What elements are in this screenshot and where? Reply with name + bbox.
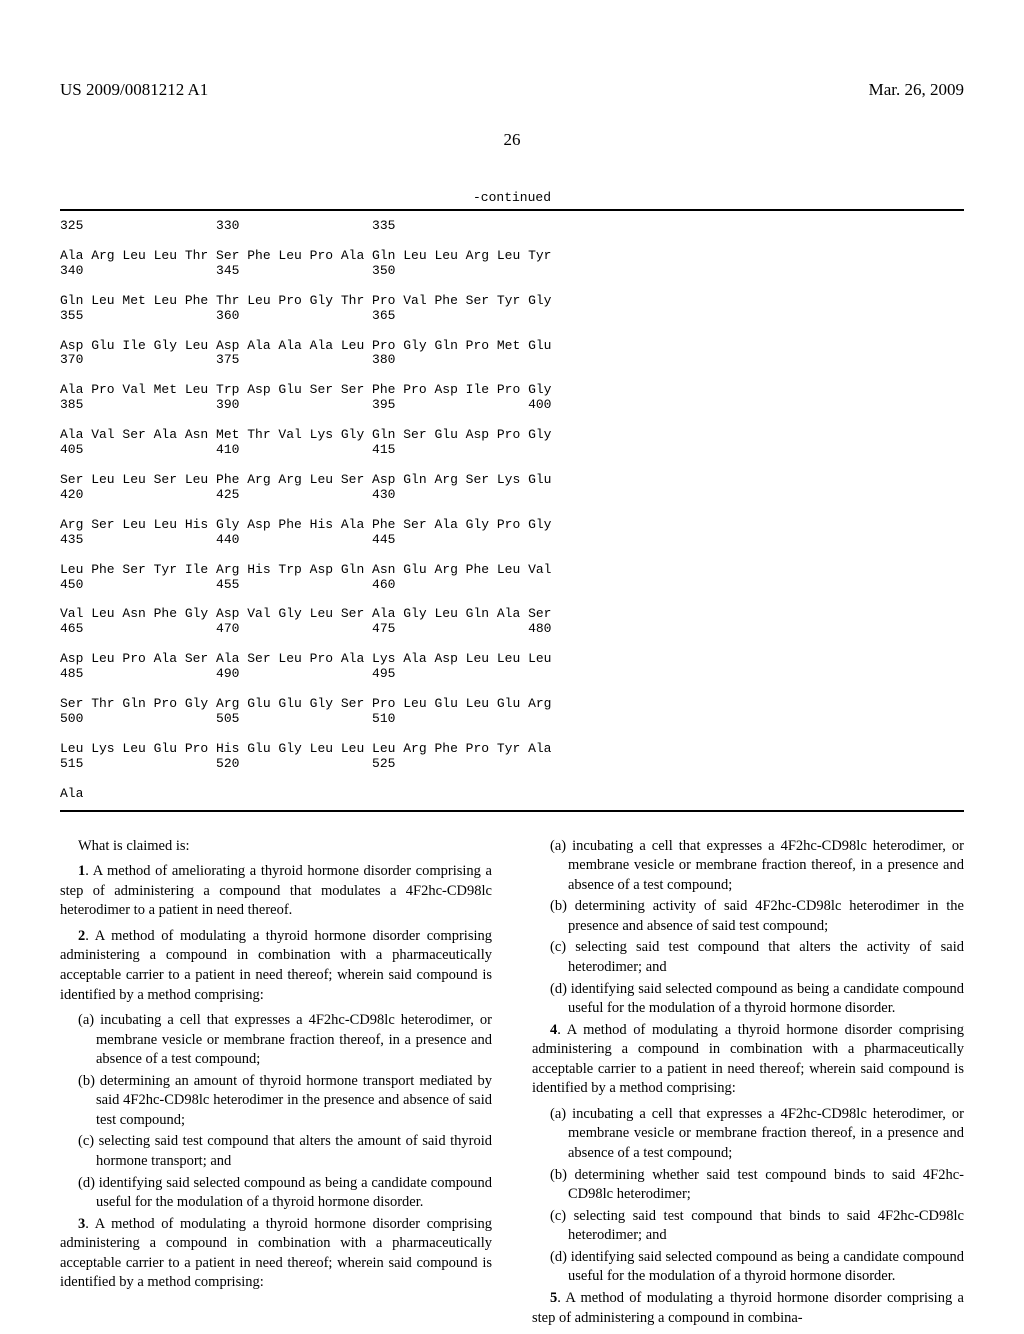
sequence-line: Ala Val Ser Ala Asn Met Thr Val Lys Gly … [60, 428, 964, 443]
claim-3-b: (b) determining activity of said 4F2hc-C… [532, 897, 964, 936]
claim-3-intro: 3. A method of modulating a thyroid horm… [60, 1215, 492, 1293]
sequence-line [60, 727, 964, 742]
sequence-line: Ala Arg Leu Leu Thr Ser Phe Leu Pro Ala … [60, 249, 964, 264]
sequence-line: 485 490 495 [60, 667, 964, 682]
sequence-line: Ser Thr Gln Pro Gly Arg Glu Glu Gly Ser … [60, 697, 964, 712]
claim-3-a: (a) incubating a cell that expresses a 4… [532, 837, 964, 896]
claim-2-b: (b) determining an amount of thyroid hor… [60, 1072, 492, 1131]
sequence-listing: 325 330 335 Ala Arg Leu Leu Thr Ser Phe … [60, 209, 964, 812]
claim-2-a: (a) incubating a cell that expresses a 4… [60, 1011, 492, 1070]
sequence-line: Asp Glu Ile Gly Leu Asp Ala Ala Ala Leu … [60, 339, 964, 354]
sequence-line [60, 234, 964, 249]
sequence-line: Gln Leu Met Leu Phe Thr Leu Pro Gly Thr … [60, 294, 964, 309]
sequence-line: Ala [60, 787, 964, 802]
publication-number: US 2009/0081212 A1 [60, 80, 208, 100]
sequence-line: 340 345 350 [60, 264, 964, 279]
sequence-line [60, 592, 964, 607]
page-header: US 2009/0081212 A1 Mar. 26, 2009 [60, 80, 964, 100]
sequence-line [60, 637, 964, 652]
sequence-line: Ala Pro Val Met Leu Trp Asp Glu Ser Ser … [60, 383, 964, 398]
claim-2-d: (d) identifying said selected compound a… [60, 1174, 492, 1213]
sequence-line: 515 520 525 [60, 757, 964, 772]
claim-4-d: (d) identifying said selected compound a… [532, 1248, 964, 1287]
claims-intro: What is claimed is: [60, 837, 492, 857]
sequence-line: 370 375 380 [60, 353, 964, 368]
claim-5-intro: 5. A method of modulating a thyroid horm… [532, 1289, 964, 1328]
claims-left-column: What is claimed is: 1. A method of ameli… [60, 837, 492, 1334]
sequence-line: 355 360 365 [60, 309, 964, 324]
sequence-line [60, 458, 964, 473]
sequence-line [60, 413, 964, 428]
sequence-line: Leu Lys Leu Glu Pro His Glu Gly Leu Leu … [60, 742, 964, 757]
claim-3-d: (d) identifying said selected compound a… [532, 980, 964, 1019]
sequence-line [60, 548, 964, 563]
claim-4-c: (c) selecting said test compound that bi… [532, 1207, 964, 1246]
claims-container: What is claimed is: 1. A method of ameli… [60, 837, 964, 1334]
sequence-line: Arg Ser Leu Leu His Gly Asp Phe His Ala … [60, 518, 964, 533]
claim-2-c: (c) selecting said test compound that al… [60, 1132, 492, 1171]
sequence-line [60, 368, 964, 383]
sequence-line: Leu Phe Ser Tyr Ile Arg His Trp Asp Gln … [60, 563, 964, 578]
claim-1: 1. A method of ameliorating a thyroid ho… [60, 862, 492, 921]
continued-label: -continued [60, 190, 964, 205]
sequence-line: 435 440 445 [60, 533, 964, 548]
claims-right-column: (a) incubating a cell that expresses a 4… [532, 837, 964, 1334]
claim-4-b: (b) determining whether said test compou… [532, 1166, 964, 1205]
sequence-line: Ser Leu Leu Ser Leu Phe Arg Arg Leu Ser … [60, 473, 964, 488]
sequence-line: 450 455 460 [60, 578, 964, 593]
sequence-line: 420 425 430 [60, 488, 964, 503]
claim-2-intro: 2. A method of modulating a thyroid horm… [60, 927, 492, 1005]
sequence-line [60, 324, 964, 339]
sequence-line: 325 330 335 [60, 219, 964, 234]
sequence-line: Val Leu Asn Phe Gly Asp Val Gly Leu Ser … [60, 607, 964, 622]
claim-4-intro: 4. A method of modulating a thyroid horm… [532, 1021, 964, 1099]
sequence-line [60, 503, 964, 518]
sequence-line [60, 772, 964, 787]
sequence-line: 500 505 510 [60, 712, 964, 727]
sequence-line [60, 682, 964, 697]
claim-4-a: (a) incubating a cell that expresses a 4… [532, 1105, 964, 1164]
sequence-line: 465 470 475 480 [60, 622, 964, 637]
sequence-line: 405 410 415 [60, 443, 964, 458]
sequence-line: 385 390 395 400 [60, 398, 964, 413]
page-number: 26 [60, 130, 964, 150]
claim-3-c: (c) selecting said test compound that al… [532, 938, 964, 977]
sequence-line [60, 279, 964, 294]
publication-date: Mar. 26, 2009 [869, 80, 964, 100]
sequence-line: Asp Leu Pro Ala Ser Ala Ser Leu Pro Ala … [60, 652, 964, 667]
